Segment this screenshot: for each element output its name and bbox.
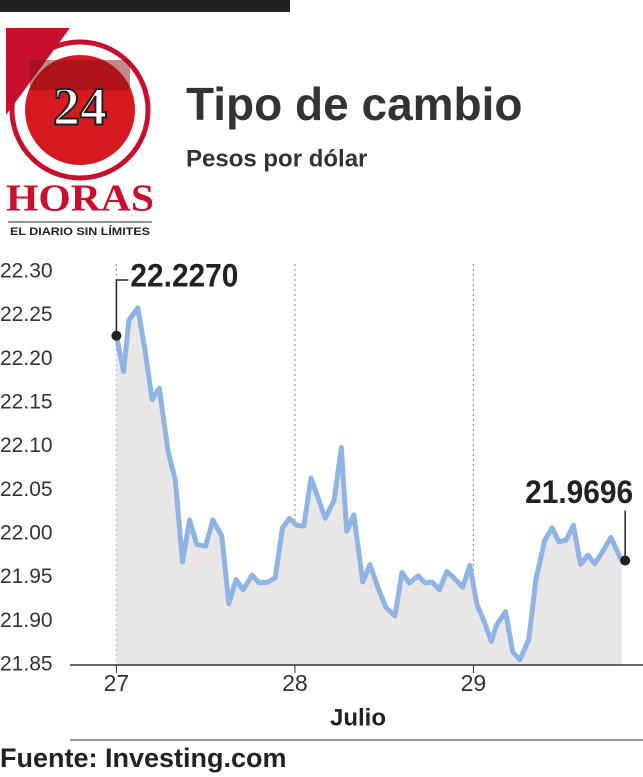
y-tick-label: 22.10	[0, 434, 53, 457]
logo-name: HORAS	[6, 178, 154, 220]
area	[116, 307, 622, 665]
top-bar	[0, 0, 290, 12]
logo-skyline	[30, 60, 130, 90]
y-tick-label: 22.00	[0, 522, 53, 545]
x-tick-label: 29	[461, 670, 487, 696]
logo-tagline: EL DIARIO SIN LÍMITES	[10, 225, 150, 238]
x-tick-label: 28	[282, 670, 308, 696]
chart-subtitle: Pesos por dólar	[186, 145, 367, 172]
x-tick-label: 27	[104, 670, 130, 696]
annotation-leader	[115, 279, 129, 336]
chart-title: Tipo de cambio	[186, 78, 523, 130]
x-axis-label: Julio	[330, 704, 386, 731]
y-tick-label: 22.25	[0, 303, 53, 326]
annotation-label: 22.2270	[130, 257, 238, 293]
y-tick-label: 21.85	[0, 653, 53, 676]
annotation-label: 21.9696	[525, 474, 633, 510]
y-tick-label: 22.05	[0, 478, 53, 501]
y-tick-label: 21.90	[0, 609, 53, 632]
y-tick-label: 22.30	[0, 260, 53, 283]
y-tick-label: 22.20	[0, 347, 53, 370]
source: Fuente: Investing.com	[0, 743, 287, 773]
y-tick-label: 22.15	[0, 391, 53, 414]
logo-ring	[9, 39, 151, 181]
logo-number: 24	[53, 76, 107, 136]
logo: 24 HORAS EL DIARIO SIN LÍMITES	[6, 28, 154, 238]
y-tick-label: 21.95	[0, 565, 53, 588]
line	[113, 305, 625, 663]
